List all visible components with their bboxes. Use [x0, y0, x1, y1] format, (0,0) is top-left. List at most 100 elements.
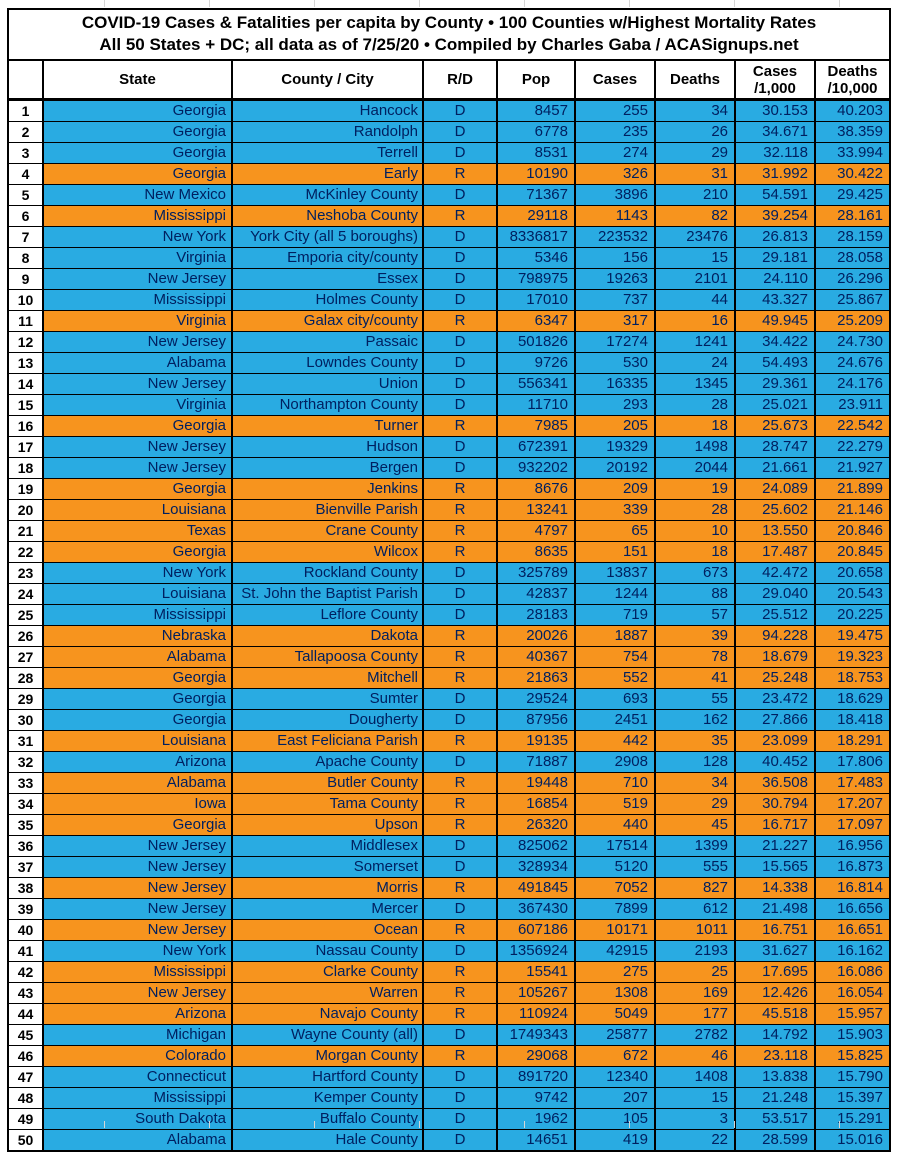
cases-cell: 3896: [574, 184, 655, 206]
cases-per-1000-cell: 18.679: [734, 646, 815, 668]
table-row: 39 New Jersey Mercer D 367430 7899 612 2…: [9, 898, 889, 920]
table-row: 47 Connecticut Hartford County D 891720 …: [9, 1066, 889, 1088]
cases-per-1000-cell: 12.426: [734, 982, 815, 1004]
pop-cell: 40367: [496, 646, 575, 668]
pop-cell: 10190: [496, 163, 575, 185]
county-cell: Crane County: [231, 520, 423, 542]
rank-cell: 23: [9, 562, 43, 584]
county-cell: Hale County: [231, 1129, 423, 1150]
state-cell: Alabama: [42, 772, 232, 794]
rank-cell: 16: [9, 415, 43, 437]
county-cell: Northampton County: [231, 394, 423, 416]
deaths-per-10000-cell: 21.899: [814, 478, 889, 500]
deaths-per-10000-cell: 18.753: [814, 667, 889, 689]
state-cell: Mississippi: [42, 604, 232, 626]
rank-cell: 15: [9, 394, 43, 416]
cases-per-1000-cell: 36.508: [734, 772, 815, 794]
deaths-cell: 46: [654, 1045, 735, 1067]
deaths-cell: 128: [654, 751, 735, 773]
pop-cell: 29068: [496, 1045, 575, 1067]
cases-per-1000-cell: 26.813: [734, 226, 815, 248]
pop-cell: 71887: [496, 751, 575, 773]
pop-cell: 5346: [496, 247, 575, 269]
rank-cell: 1: [9, 99, 43, 122]
county-cell: Hudson: [231, 436, 423, 458]
cases-per-1000-cell: 94.228: [734, 625, 815, 647]
cases-cell: 1244: [574, 583, 655, 605]
cases-per-1000-cell: 27.866: [734, 709, 815, 731]
deaths-per-10000-cell: 40.203: [814, 99, 889, 122]
deaths-cell: 82: [654, 205, 735, 227]
deaths-per-10000-cell: 16.162: [814, 940, 889, 962]
deaths-per-10000-cell: 15.790: [814, 1066, 889, 1088]
deaths-per-10000-cell: 16.656: [814, 898, 889, 920]
deaths-cell: 24: [654, 352, 735, 374]
cases-cell: 10171: [574, 919, 655, 941]
deaths-cell: 18: [654, 415, 735, 437]
table-row: 6 Mississippi Neshoba County R 29118 114…: [9, 205, 889, 227]
table-row: 21 Texas Crane County R 4797 65 10 13.55…: [9, 520, 889, 542]
deaths-cell: 1241: [654, 331, 735, 353]
party-cell: R: [422, 205, 497, 227]
rank-cell: 45: [9, 1024, 43, 1046]
pop-cell: 556341: [496, 373, 575, 395]
deaths-per-10000-cell: 20.846: [814, 520, 889, 542]
party-cell: D: [422, 562, 497, 584]
deaths-cell: 555: [654, 856, 735, 878]
deaths-cell: 15: [654, 247, 735, 269]
table-row: 7 New York York City (all 5 boroughs) D …: [9, 226, 889, 248]
county-cell: Upson: [231, 814, 423, 836]
party-cell: R: [422, 667, 497, 689]
pop-cell: 13241: [496, 499, 575, 521]
rank-cell: 50: [9, 1129, 43, 1150]
cases-cell: 530: [574, 352, 655, 374]
state-cell: New Jersey: [42, 877, 232, 899]
deaths-per-10000-cell: 22.279: [814, 436, 889, 458]
county-cell: Dougherty: [231, 709, 423, 731]
cases-per-1000-cell: 30.794: [734, 793, 815, 815]
cases-cell: 737: [574, 289, 655, 311]
deaths-cell: 88: [654, 583, 735, 605]
cases-cell: 719: [574, 604, 655, 626]
deaths-per-10000-cell: 18.418: [814, 709, 889, 731]
deaths-cell: 612: [654, 898, 735, 920]
deaths-cell: 26: [654, 121, 735, 143]
deaths-cell: 19: [654, 478, 735, 500]
deaths-per-10000-cell: 15.825: [814, 1045, 889, 1067]
cases-cell: 25877: [574, 1024, 655, 1046]
deaths-cell: 1408: [654, 1066, 735, 1088]
party-cell: R: [422, 793, 497, 815]
county-table: State County / City R/D Pop Cases Deaths…: [9, 61, 889, 1150]
party-cell: D: [422, 373, 497, 395]
cases-per-1000-cell: 29.040: [734, 583, 815, 605]
pop-cell: 19135: [496, 730, 575, 752]
cases-cell: 7899: [574, 898, 655, 920]
cases-per-1000-cell: 43.327: [734, 289, 815, 311]
cases-cell: 223532: [574, 226, 655, 248]
deaths-cell: 2782: [654, 1024, 735, 1046]
cases-per-1000-cell: 34.671: [734, 121, 815, 143]
cases-per-1000-cell: 25.673: [734, 415, 815, 437]
deaths-cell: 1399: [654, 835, 735, 857]
deaths-per-10000-cell: 26.296: [814, 268, 889, 290]
table-row: 1 Georgia Hancock D 8457 255 34 30.153 4…: [9, 99, 889, 122]
deaths-per-10000-cell: 24.176: [814, 373, 889, 395]
pop-cell: 110924: [496, 1003, 575, 1025]
cases-cell: 19329: [574, 436, 655, 458]
cases-cell: 42915: [574, 940, 655, 962]
state-cell: Georgia: [42, 121, 232, 143]
rank-cell: 33: [9, 772, 43, 794]
party-cell: D: [422, 121, 497, 143]
party-cell: R: [422, 814, 497, 836]
deaths-per-10000-cell: 18.629: [814, 688, 889, 710]
rank-cell: 41: [9, 940, 43, 962]
header-rank: [9, 61, 43, 101]
pop-cell: 8635: [496, 541, 575, 563]
state-cell: Louisiana: [42, 499, 232, 521]
deaths-per-10000-cell: 25.867: [814, 289, 889, 311]
cases-cell: 672: [574, 1045, 655, 1067]
party-cell: R: [422, 499, 497, 521]
county-cell: Wilcox: [231, 541, 423, 563]
rank-cell: 30: [9, 709, 43, 731]
party-cell: D: [422, 751, 497, 773]
